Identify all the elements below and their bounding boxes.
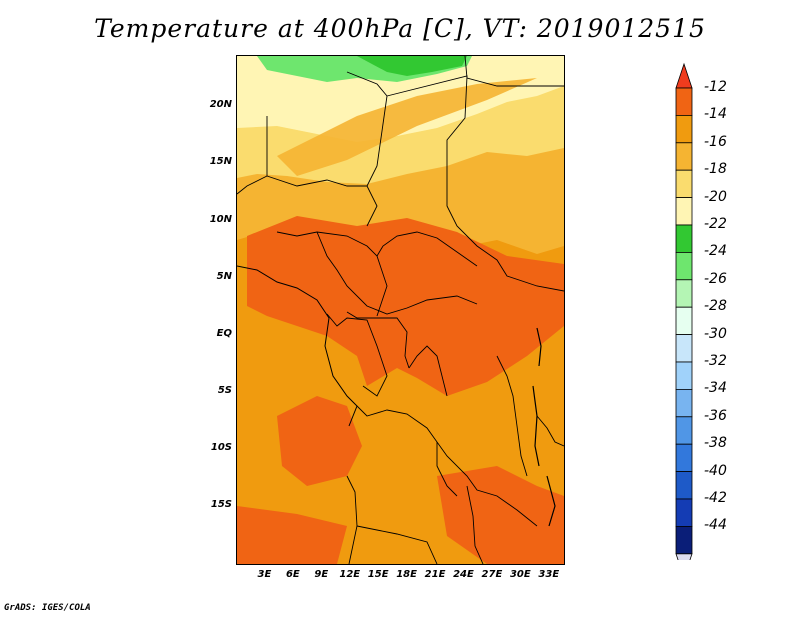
lon-tick-label: 18E [396, 569, 417, 580]
lon-tick-label: 6E [285, 569, 300, 580]
colorbar-swatch [675, 142, 693, 171]
colorbar-swatch [675, 416, 693, 445]
lon-tick-label: 33E [538, 569, 560, 580]
colorbar-swatch [675, 169, 693, 198]
colorbar-swatch [675, 334, 693, 363]
lon-tick-label: 30E [509, 569, 531, 580]
temperature-map [237, 56, 564, 564]
colorbar-swatch [675, 471, 693, 500]
lon-tick-label: 21E [424, 569, 446, 580]
map-panel [236, 55, 565, 565]
colorbar-label: -12 [704, 79, 727, 95]
lat-tick-label: 15S [210, 498, 232, 510]
region-band-minus12-central [247, 216, 564, 396]
colorbar-top-arrow [675, 62, 693, 89]
ocean-coast [237, 265, 358, 427]
colorbar-label: -36 [704, 407, 727, 424]
colorbar-swatch [675, 224, 693, 253]
colorbar-swatch [675, 443, 693, 473]
colorbar-label: -32 [704, 353, 727, 369]
lat-tick-label: 5N [216, 270, 232, 282]
colorbar-label: -44 [704, 517, 727, 534]
colorbar-label: -26 [704, 270, 727, 287]
colorbar-label: -42 [704, 490, 727, 506]
region-band-minus24 [357, 56, 467, 76]
colorbar-label: -20 [704, 188, 727, 205]
chart-title: Temperature at 400hPa [C], VT: 201901251… [94, 14, 706, 43]
lon-tick-label: 12E [339, 569, 361, 580]
colorbar-label: -16 [704, 133, 727, 150]
colorbar-label: -18 [704, 161, 727, 178]
colorbar [675, 62, 693, 560]
colorbar-label: -24 [704, 243, 727, 260]
colorbar-label: -22 [704, 216, 727, 232]
colorbar-label: -14 [704, 106, 727, 123]
colorbar-label: -34 [704, 380, 727, 397]
lon-tick-label: 24E [453, 569, 474, 580]
colorbar-label: -30 [704, 325, 727, 342]
lat-tick-label: 15N [209, 156, 232, 168]
credit-text: GrADS: IGES/COLA [4, 603, 91, 613]
lat-tick-label: 10N [209, 213, 232, 225]
colorbar-swatch [675, 87, 693, 116]
colorbar-label: -38 [704, 435, 727, 452]
lon-tick-label: 15E [367, 569, 389, 580]
lon-tick-label: 3E [257, 569, 272, 580]
region-warm-streak [277, 78, 537, 176]
country-borders [237, 56, 564, 564]
colorbar-swatch [675, 115, 693, 144]
lon-tick-label: 27E [481, 569, 503, 580]
colorbar-swatch [675, 525, 693, 555]
colorbar-swatch [675, 361, 693, 390]
region-band-minus12-southwest [237, 506, 347, 564]
colorbar-swatch [675, 197, 693, 226]
region-band-minus12-south-a [277, 396, 362, 486]
lake-outlines [532, 327, 556, 527]
colorbar-swatch [675, 251, 693, 281]
colorbar-swatch [675, 498, 693, 527]
region-band-minus12-south-b [437, 466, 564, 564]
lat-tick-label: 20N [209, 99, 232, 111]
lat-tick-label: EQ [216, 327, 232, 339]
lat-tick-label: 10S [210, 441, 232, 453]
colorbar-label: -40 [704, 462, 727, 479]
lon-tick-label: 9E [314, 569, 329, 580]
colorbar-swatch [675, 306, 693, 335]
colorbar-label: -28 [704, 298, 727, 315]
colorbar-bottom-arrow [675, 553, 693, 560]
colorbar-swatch [675, 388, 693, 418]
lat-tick-label: 5S [217, 384, 232, 396]
colorbar-swatch [675, 279, 693, 308]
